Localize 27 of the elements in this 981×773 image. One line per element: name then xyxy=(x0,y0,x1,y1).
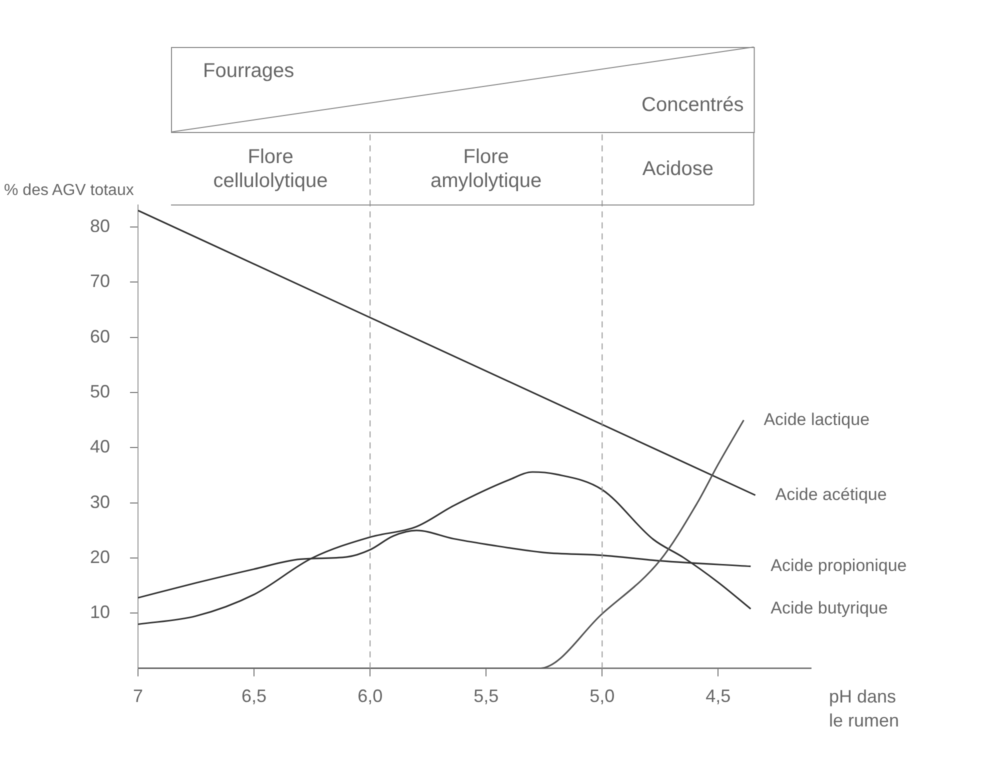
x-tick-label: 6,0 xyxy=(358,686,383,706)
series-label: Acide propionique xyxy=(770,556,907,576)
series-label: Acide acétique xyxy=(775,484,887,504)
x-tick-label: 5,0 xyxy=(590,686,615,706)
y-tick-label: 20 xyxy=(90,547,110,568)
x-tick-label: 7 xyxy=(133,686,144,706)
x-tick-label: 4,5 xyxy=(706,686,731,706)
x-tick-label: 6,5 xyxy=(242,686,267,706)
text: Acidose xyxy=(642,156,714,180)
series-label: Acide lactique xyxy=(764,410,870,429)
y-tick-label: 80 xyxy=(90,216,110,236)
line-series xyxy=(138,419,744,668)
text: Fourrages xyxy=(203,60,294,83)
y-tick-label: 60 xyxy=(90,326,110,346)
text: Flore amylolytique xyxy=(430,144,542,192)
y-tick-label: 70 xyxy=(90,271,110,292)
x-tick-label: 5,5 xyxy=(474,686,499,706)
series-label: Acide butyrique xyxy=(770,598,888,618)
y-tick-label: 10 xyxy=(90,602,110,622)
y-axis-title: % des AGV totaux xyxy=(4,182,134,199)
text: Concentrés xyxy=(642,94,744,117)
y-tick-label: 40 xyxy=(90,436,110,457)
text: Flore cellulolytique xyxy=(213,144,328,192)
y-tick-label: 50 xyxy=(90,382,110,402)
y-tick-label: 30 xyxy=(90,492,110,512)
line-series xyxy=(138,471,752,626)
x-axis-title: pH dans le rumen xyxy=(829,686,900,730)
